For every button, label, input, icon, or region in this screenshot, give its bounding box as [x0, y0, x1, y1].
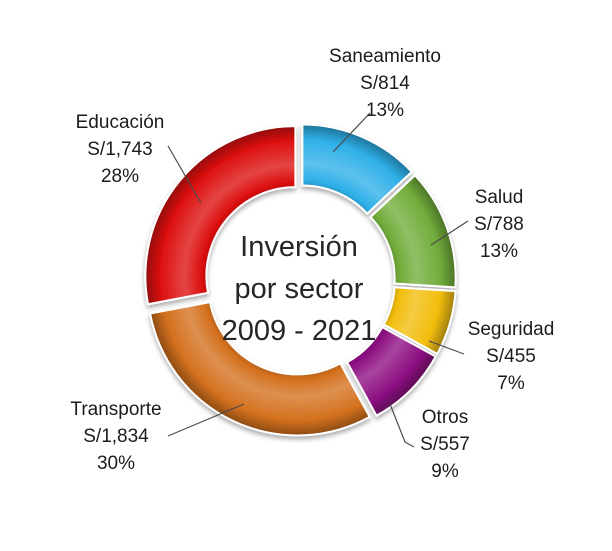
- leader-lines-group: [167, 112, 469, 448]
- leader-line-educacion: [167, 145, 202, 204]
- center-title-line1: Inversión: [240, 231, 358, 263]
- donut-slice-salud: [369, 173, 457, 289]
- segment-percent: 9%: [431, 461, 459, 482]
- leader-line-transporte: [167, 403, 245, 437]
- leader-line-seguridad: [428, 340, 465, 355]
- leader-line-saneamiento: [332, 112, 371, 153]
- segment-percent: 7%: [497, 373, 525, 394]
- leader-line-salud: [430, 220, 469, 246]
- segment-amount: S/1,743: [87, 139, 153, 160]
- segment-name: Educación: [75, 112, 165, 133]
- center-title-line2: por sector: [234, 273, 364, 305]
- segment-amount: S/1,834: [83, 426, 149, 447]
- donut-slice-transporte: [148, 300, 372, 437]
- label-salud: Salud S/788 13%: [474, 184, 524, 265]
- donut-slices-group: [144, 123, 457, 437]
- segment-percent: 13%: [479, 241, 519, 262]
- donut-slice-educacion: [144, 125, 297, 306]
- label-seguridad: Seguridad S/455 7%: [468, 316, 555, 397]
- segment-name: Saneamiento: [329, 46, 441, 67]
- segment-percent: 28%: [100, 166, 140, 187]
- donut-slice-otros: [345, 325, 438, 418]
- donut-slice-seguridad: [382, 286, 457, 356]
- segment-name: Otros: [421, 407, 469, 428]
- label-transporte: Transporte S/1,834 30%: [70, 396, 161, 477]
- label-educacion: Educación S/1,743 28%: [76, 109, 165, 190]
- label-saneamiento: Saneamiento S/814 13%: [329, 43, 441, 124]
- segment-amount: S/788: [474, 214, 524, 235]
- segment-name: Transporte: [70, 399, 162, 420]
- segment-amount: S/557: [420, 434, 470, 455]
- segment-percent: 13%: [365, 100, 405, 121]
- donut-slice-saneamiento: [301, 123, 414, 215]
- segment-name: Salud: [474, 187, 524, 208]
- segment-name: Seguridad: [467, 319, 555, 340]
- center-title-line3: 2009 - 2021: [221, 315, 377, 347]
- chart-center-title: Inversión por sector 2009 - 2021: [222, 226, 377, 352]
- segment-amount: S/455: [486, 346, 536, 367]
- label-otros: Otros S/557 9%: [420, 404, 470, 485]
- segment-amount: S/814: [360, 73, 410, 94]
- leader-line-otros: [389, 403, 415, 448]
- segment-percent: 30%: [96, 453, 136, 474]
